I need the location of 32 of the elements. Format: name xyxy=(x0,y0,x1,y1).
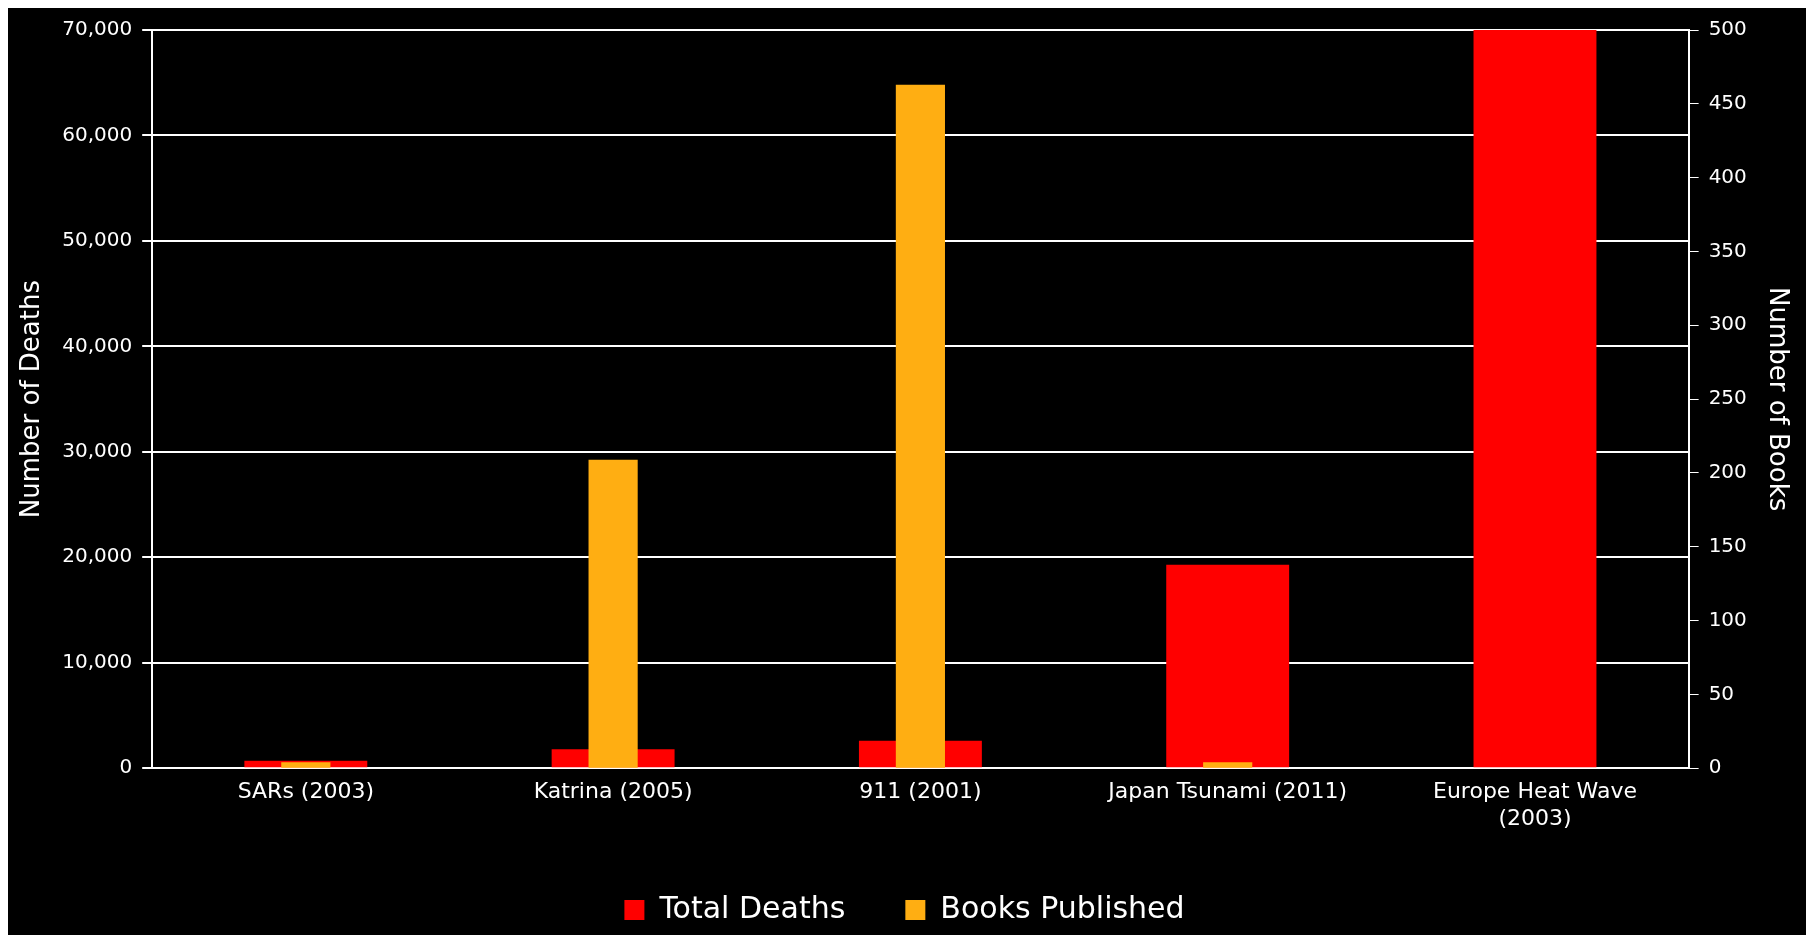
y2-tick-label: 0 xyxy=(1708,754,1722,779)
legend-label: Books Published xyxy=(940,889,1185,925)
y-tick-label: 10,000 xyxy=(62,648,133,673)
y2-tick-label: 500 xyxy=(1708,16,1747,41)
y2-tick-label: 150 xyxy=(1708,532,1747,557)
y2-tick-label: 300 xyxy=(1708,311,1747,336)
y-tick-label: 0 xyxy=(119,754,133,779)
bar xyxy=(1166,564,1290,768)
x-tick-label: Japan Tsunami (2011) xyxy=(1106,778,1348,804)
x-tick-label: 911 (2001) xyxy=(859,778,982,804)
y-axis-title: Number of Deaths xyxy=(15,280,46,519)
x-tick-label: Europe Heat Wave (2003) xyxy=(1433,778,1637,830)
y-tick-label: 30,000 xyxy=(62,438,133,463)
y2-tick-label: 200 xyxy=(1708,459,1747,484)
y-tick-label: 60,000 xyxy=(62,121,133,146)
bar xyxy=(1203,762,1253,768)
y-tick-label: 20,000 xyxy=(62,543,133,568)
y2-axis-title: Number of Books xyxy=(1763,286,1794,512)
y2-tick-label: 450 xyxy=(1708,90,1747,115)
legend-label: Total Deaths xyxy=(658,889,846,925)
y-tick-label: 70,000 xyxy=(62,16,133,41)
bar xyxy=(1473,30,1597,768)
x-tick-label: SARs (2003) xyxy=(237,778,374,804)
y-tick-label: 40,000 xyxy=(62,332,133,357)
y2-tick-label: 50 xyxy=(1708,680,1735,705)
y2-tick-label: 100 xyxy=(1708,606,1747,631)
y2-tick-label: 250 xyxy=(1708,385,1747,410)
y2-tick-label: 400 xyxy=(1708,163,1747,188)
y-tick-label: 50,000 xyxy=(62,227,133,252)
bar xyxy=(281,762,331,768)
x-tick-label: Katrina (2005) xyxy=(533,778,693,804)
y2-tick-label: 350 xyxy=(1708,237,1747,262)
